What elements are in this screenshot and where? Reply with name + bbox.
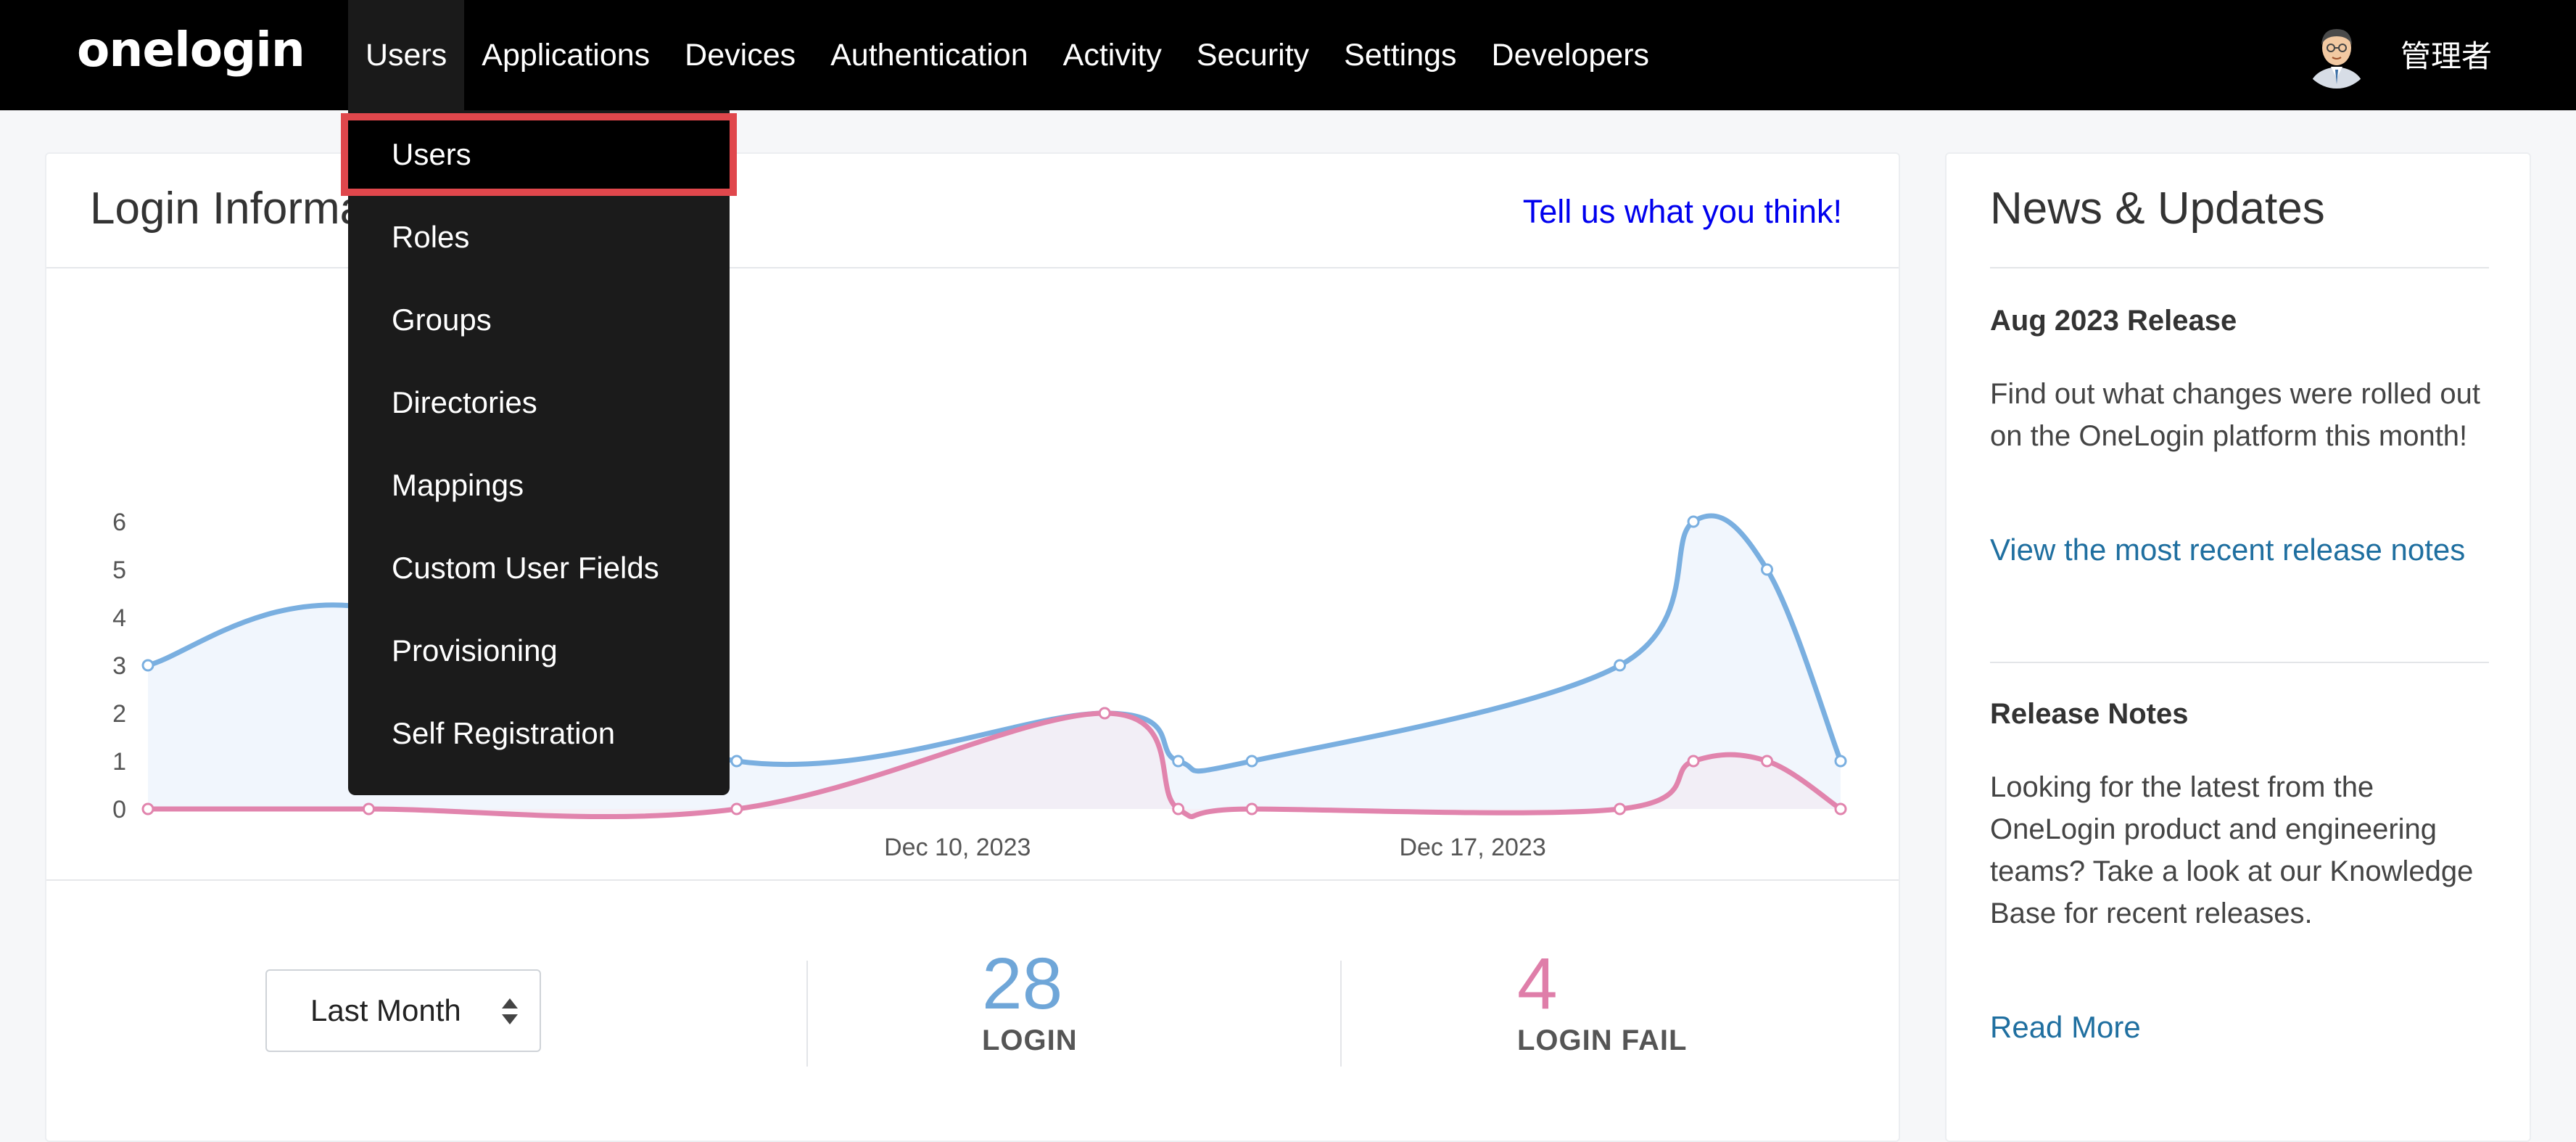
- nav-devices[interactable]: Devices: [685, 37, 796, 73]
- fail-data-point[interactable]: [141, 802, 154, 816]
- menu-item-provisioning[interactable]: Provisioning: [392, 633, 558, 667]
- nav-users[interactable]: Users: [348, 0, 465, 110]
- success-data-point[interactable]: [1172, 755, 1185, 768]
- news-heading: Aug 2023 Release: [1990, 305, 2237, 337]
- fail-data-point[interactable]: [1098, 707, 1111, 720]
- menu-item-directories[interactable]: Directories: [392, 385, 537, 419]
- y-tick-label: 3: [112, 652, 126, 680]
- nav-authentication[interactable]: Authentication: [830, 37, 1028, 73]
- fail-series-area: [148, 713, 1841, 817]
- news-body: Find out what changes were rolled out on…: [1990, 378, 2480, 452]
- y-tick-label: 6: [112, 509, 126, 536]
- menu-item-custom-user-fields[interactable]: Custom User Fields: [392, 551, 659, 585]
- nav-security[interactable]: Security: [1196, 37, 1310, 73]
- success-data-point[interactable]: [730, 755, 743, 768]
- x-tick-label: Dec 17, 2023: [1399, 834, 1545, 861]
- fail-data-point[interactable]: [1687, 755, 1700, 768]
- release-notes-link[interactable]: View the most recent release notes: [1990, 533, 2466, 567]
- success-data-point[interactable]: [1687, 515, 1700, 528]
- top-navigation-bar: onelogin Users Applications Devices Auth…: [0, 0, 2576, 110]
- fail-data-point[interactable]: [730, 802, 743, 816]
- fail-data-point[interactable]: [1834, 802, 1847, 816]
- user-avatar-icon: [2301, 19, 2371, 89]
- news-card-title: News & Updates: [1990, 184, 2325, 234]
- news-divider: [1990, 662, 2489, 663]
- login-fail-count: 4: [1517, 943, 1558, 1024]
- login-count: 28: [982, 943, 1063, 1024]
- fail-data-point[interactable]: [1172, 802, 1185, 816]
- success-data-point[interactable]: [1245, 755, 1258, 768]
- user-menu[interactable]: 管理者: [2301, 19, 2492, 89]
- x-tick-label: Dec 10, 2023: [884, 834, 1031, 861]
- onelogin-logo[interactable]: onelogin: [77, 22, 305, 78]
- news-body: Looking for the latest from the OneLogin…: [1990, 771, 2474, 929]
- time-range-select[interactable]: Last Month: [265, 969, 541, 1052]
- success-data-point[interactable]: [141, 659, 154, 672]
- nav-settings[interactable]: Settings: [1344, 37, 1457, 73]
- y-tick-label: 0: [112, 796, 126, 823]
- read-more-link[interactable]: Read More: [1990, 1010, 2141, 1044]
- login-information-card: Login Information Tell us what you think…: [45, 152, 1900, 1142]
- user-name[interactable]: 管理者: [2400, 38, 2492, 74]
- menu-item-mappings[interactable]: Mappings: [392, 468, 524, 502]
- y-tick-label: 1: [112, 748, 126, 776]
- news-divider: [1990, 267, 2489, 268]
- y-tick-label: 4: [112, 604, 126, 632]
- fail-data-point[interactable]: [1761, 755, 1774, 768]
- menu-item-groups[interactable]: Groups: [392, 303, 492, 337]
- feedback-link[interactable]: Tell us what you think!: [1522, 193, 1842, 230]
- login-count-stat: 28 LOGIN: [982, 948, 1078, 1057]
- fail-data-point[interactable]: [1245, 802, 1258, 816]
- select-arrows-icon: [502, 998, 518, 1024]
- login-fail-stat: 4 LOGIN FAIL: [1517, 948, 1687, 1057]
- login-label: LOGIN: [982, 1024, 1078, 1056]
- menu-item-users[interactable]: Users: [341, 113, 737, 196]
- main-nav: Users Applications Devices Authenticatio…: [348, 0, 1667, 110]
- nav-developers[interactable]: Developers: [1491, 37, 1650, 73]
- stats-divider: [1340, 961, 1342, 1067]
- users-dropdown-menu: Users Roles Groups Directories Mappings …: [341, 110, 737, 795]
- news-updates-card: News & Updates Aug 2023 Release Find out…: [1945, 152, 2531, 1142]
- y-tick-label: 5: [112, 556, 126, 584]
- nav-applications[interactable]: Applications: [482, 37, 651, 73]
- menu-item-self-registration[interactable]: Self Registration: [392, 716, 616, 750]
- success-data-point[interactable]: [1834, 755, 1847, 768]
- nav-activity[interactable]: Activity: [1062, 37, 1162, 73]
- login-card-header: Login Information Tell us what you think…: [46, 154, 1899, 268]
- stats-divider: [806, 961, 808, 1067]
- y-tick-label: 2: [112, 700, 126, 728]
- login-fail-label: LOGIN FAIL: [1517, 1024, 1688, 1056]
- avatar[interactable]: [2301, 19, 2371, 89]
- news-heading: Release Notes: [1990, 698, 2189, 730]
- success-data-point[interactable]: [1761, 563, 1774, 576]
- time-range-value: Last Month: [310, 993, 461, 1027]
- success-data-point[interactable]: [1614, 659, 1627, 672]
- fail-data-point[interactable]: [362, 802, 375, 816]
- login-stats-row: Last Month 28 LOGIN 4 LOGIN FAIL: [46, 879, 1899, 1142]
- menu-item-roles[interactable]: Roles: [392, 220, 470, 254]
- fail-data-point[interactable]: [1614, 802, 1627, 816]
